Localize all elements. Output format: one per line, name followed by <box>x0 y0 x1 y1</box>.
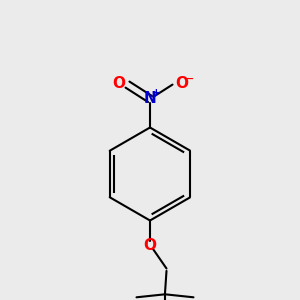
Text: −: − <box>185 74 195 84</box>
Text: N: N <box>144 91 156 106</box>
Text: O: O <box>112 76 126 91</box>
Text: O: O <box>143 238 157 253</box>
Text: +: + <box>152 88 161 98</box>
Text: O: O <box>175 76 188 91</box>
